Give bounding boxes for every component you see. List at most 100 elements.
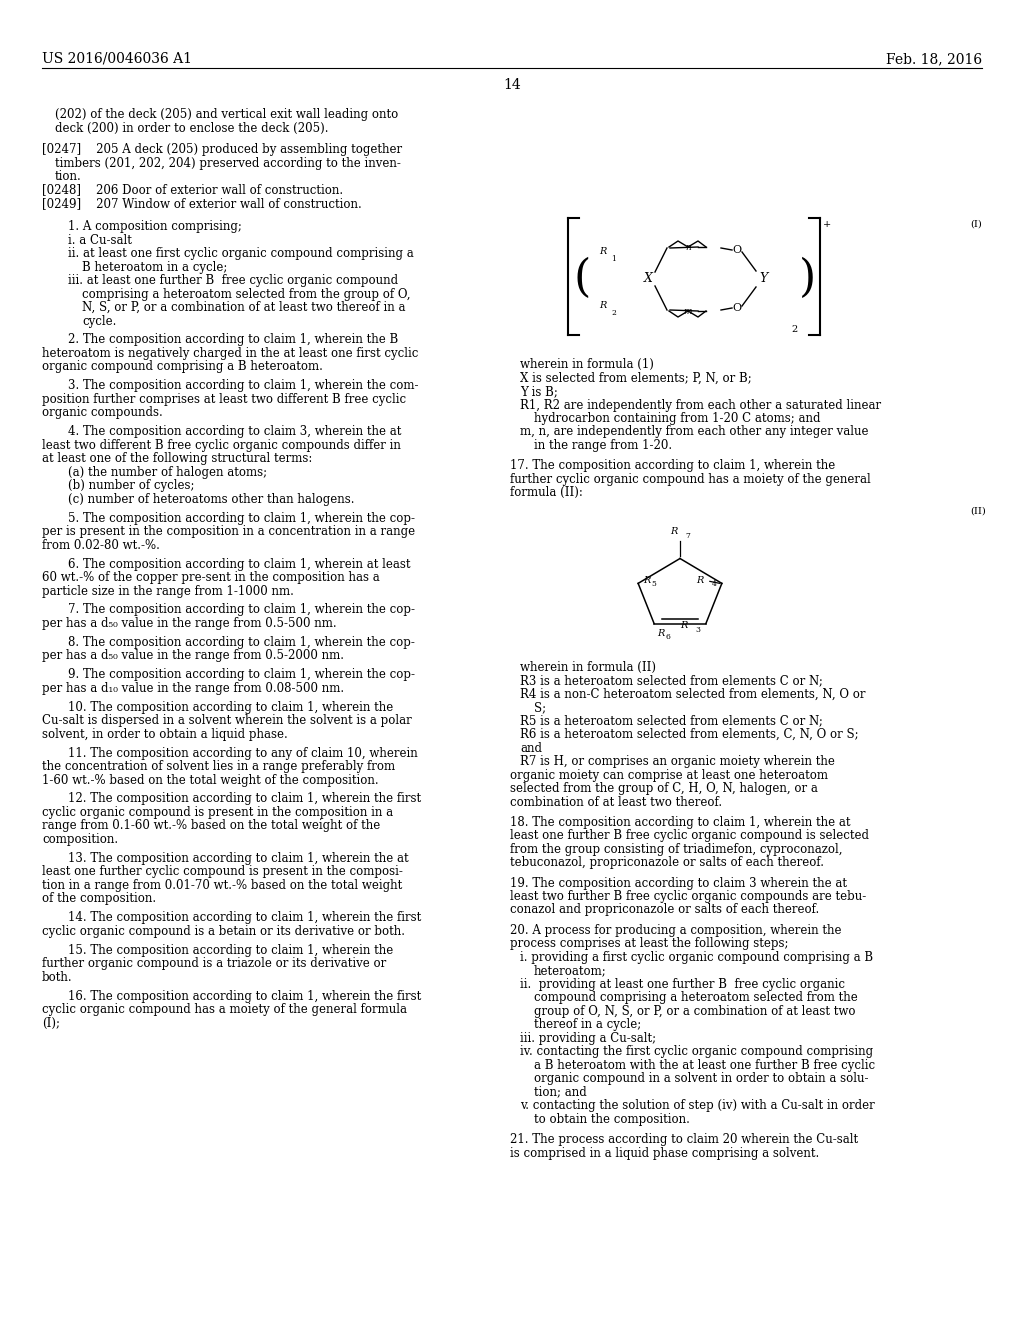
Text: from the group consisting of triadimefon, cyproconazol,: from the group consisting of triadimefon… (510, 842, 843, 855)
Text: heteroatom;: heteroatom; (534, 964, 607, 977)
Text: wherein in formula (1): wherein in formula (1) (520, 358, 654, 371)
Text: 11. The composition according to any of claim 10, wherein: 11. The composition according to any of … (68, 747, 418, 759)
Text: iv. contacting the first cyclic organic compound comprising: iv. contacting the first cyclic organic … (520, 1045, 873, 1059)
Text: [0247]    205 A deck (205) produced by assembling together: [0247] 205 A deck (205) produced by asse… (42, 143, 402, 156)
Text: Y: Y (760, 272, 768, 285)
Text: 1: 1 (611, 255, 615, 263)
Text: 19. The composition according to claim 3 wherein the at: 19. The composition according to claim 3… (510, 876, 847, 890)
Text: organic compound comprising a B heteroatom.: organic compound comprising a B heteroat… (42, 360, 323, 374)
Text: (b) number of cycles;: (b) number of cycles; (68, 479, 195, 492)
Text: O: O (732, 246, 741, 255)
Text: Y is B;: Y is B; (520, 385, 558, 399)
Text: range from 0.1-60 wt.-% based on the total weight of the: range from 0.1-60 wt.-% based on the tot… (42, 820, 380, 833)
Text: to obtain the composition.: to obtain the composition. (534, 1113, 690, 1126)
Text: R: R (681, 622, 688, 630)
Text: cyclic organic compound has a moiety of the general formula: cyclic organic compound has a moiety of … (42, 1003, 407, 1016)
Text: (c) number of heteroatoms other than halogens.: (c) number of heteroatoms other than hal… (68, 492, 354, 506)
Text: 6. The composition according to claim 1, wherein at least: 6. The composition according to claim 1,… (68, 557, 411, 570)
Text: 60 wt.-% of the copper pre-sent in the composition has a: 60 wt.-% of the copper pre-sent in the c… (42, 572, 380, 583)
Text: (202) of the deck (205) and vertical exit wall leading onto: (202) of the deck (205) and vertical exi… (55, 108, 398, 121)
Text: 18. The composition according to claim 1, wherein the at: 18. The composition according to claim 1… (510, 816, 851, 829)
Text: iii. providing a Cu-salt;: iii. providing a Cu-salt; (520, 1032, 656, 1044)
Text: 2. The composition according to claim 1, wherein the B: 2. The composition according to claim 1,… (68, 334, 398, 346)
Text: per is present in the composition in a concentration in a range: per is present in the composition in a c… (42, 525, 415, 539)
Text: (I): (I) (970, 220, 982, 228)
Text: process comprises at least the following steps;: process comprises at least the following… (510, 937, 788, 950)
Text: group of O, N, S, or P, or a combination of at least two: group of O, N, S, or P, or a combination… (534, 1005, 855, 1018)
Text: R6 is a heteroatom selected from elements, C, N, O or S;: R6 is a heteroatom selected from element… (520, 729, 859, 741)
Text: thereof in a cycle;: thereof in a cycle; (534, 1018, 641, 1031)
Text: cycle.: cycle. (82, 314, 117, 327)
Text: position further comprises at least two different B free cyclic: position further comprises at least two … (42, 393, 407, 405)
Text: tion in a range from 0.01-70 wt.-% based on the total weight: tion in a range from 0.01-70 wt.-% based… (42, 879, 402, 892)
Text: ): ) (800, 257, 816, 300)
Text: compound comprising a heteroatom selected from the: compound comprising a heteroatom selecte… (534, 991, 858, 1005)
Text: 2: 2 (611, 309, 615, 317)
Text: i. a Cu-salt: i. a Cu-salt (68, 234, 132, 247)
Text: R3 is a heteroatom selected from elements C or N;: R3 is a heteroatom selected from element… (520, 675, 823, 686)
Text: R7 is H, or comprises an organic moiety wherein the: R7 is H, or comprises an organic moiety … (520, 755, 835, 768)
Text: least one further cyclic compound is present in the composi-: least one further cyclic compound is pre… (42, 866, 402, 878)
Text: deck (200) in order to enclose the deck (205).: deck (200) in order to enclose the deck … (55, 121, 329, 135)
Text: Feb. 18, 2016: Feb. 18, 2016 (886, 51, 982, 66)
Text: 16. The composition according to claim 1, wherein the first: 16. The composition according to claim 1… (68, 990, 421, 1003)
Text: organic moiety can comprise at least one heteroatom: organic moiety can comprise at least one… (510, 768, 828, 781)
Text: ii.  providing at least one further B  free cyclic organic: ii. providing at least one further B fre… (520, 978, 845, 991)
Text: Cu-salt is dispersed in a solvent wherein the solvent is a polar: Cu-salt is dispersed in a solvent wherei… (42, 714, 412, 727)
Text: N, S, or P, or a combination of at least two thereof in a: N, S, or P, or a combination of at least… (82, 301, 406, 314)
Text: 5. The composition according to claim 1, wherein the cop-: 5. The composition according to claim 1,… (68, 512, 415, 524)
Text: 6: 6 (666, 632, 670, 640)
Text: per has a d₁₀ value in the range from 0.08-500 nm.: per has a d₁₀ value in the range from 0.… (42, 681, 344, 694)
Text: R1, R2 are independently from each other a saturated linear: R1, R2 are independently from each other… (520, 399, 881, 412)
Text: 12. The composition according to claim 1, wherein the first: 12. The composition according to claim 1… (68, 792, 421, 805)
Text: 5: 5 (651, 581, 656, 589)
Text: [0249]    207 Window of exterior wall of construction.: [0249] 207 Window of exterior wall of co… (42, 197, 361, 210)
Text: further cyclic organic compound has a moiety of the general: further cyclic organic compound has a mo… (510, 473, 870, 486)
Text: 13. The composition according to claim 1, wherein the at: 13. The composition according to claim 1… (68, 851, 409, 865)
Text: from 0.02-80 wt.-%.: from 0.02-80 wt.-%. (42, 539, 160, 552)
Text: least one further B free cyclic organic compound is selected: least one further B free cyclic organic … (510, 829, 869, 842)
Text: X is selected from elements; P, N, or B;: X is selected from elements; P, N, or B; (520, 371, 752, 384)
Text: O: O (732, 304, 741, 313)
Text: 3. The composition according to claim 1, wherein the com-: 3. The composition according to claim 1,… (68, 379, 419, 392)
Text: particle size in the range from 1-1000 nm.: particle size in the range from 1-1000 n… (42, 585, 294, 598)
Text: heteroatom is negatively charged in the at least one first cyclic: heteroatom is negatively charged in the … (42, 347, 419, 360)
Text: i. providing a first cyclic organic compound comprising a B: i. providing a first cyclic organic comp… (520, 950, 873, 964)
Text: timbers (201, 202, 204) preserved according to the inven-: timbers (201, 202, 204) preserved accord… (55, 157, 400, 169)
Text: least two further B free cyclic organic compounds are tebu-: least two further B free cyclic organic … (510, 890, 866, 903)
Text: tion.: tion. (55, 170, 82, 183)
Text: iii. at least one further B  free cyclic organic compound: iii. at least one further B free cyclic … (68, 275, 398, 286)
Text: R: R (599, 301, 606, 310)
Text: solvent, in order to obtain a liquid phase.: solvent, in order to obtain a liquid pha… (42, 727, 288, 741)
Text: (: ( (573, 257, 591, 300)
Text: 2: 2 (792, 325, 798, 334)
Text: in the range from 1-20.: in the range from 1-20. (534, 440, 672, 451)
Text: 8. The composition according to claim 1, wherein the cop-: 8. The composition according to claim 1,… (68, 636, 415, 649)
Text: v. contacting the solution of step (iv) with a Cu-salt in order: v. contacting the solution of step (iv) … (520, 1100, 874, 1113)
Text: 14: 14 (503, 78, 521, 92)
Text: 7: 7 (685, 532, 690, 540)
Text: wherein in formula (II): wherein in formula (II) (520, 660, 656, 673)
Text: both.: both. (42, 970, 73, 983)
Text: S;: S; (534, 701, 546, 714)
Text: +: + (823, 220, 831, 228)
Text: formula (II):: formula (II): (510, 486, 583, 499)
Text: organic compound in a solvent in order to obtain a solu-: organic compound in a solvent in order t… (534, 1072, 868, 1085)
Text: selected from the group of C, H, O, N, halogen, or a: selected from the group of C, H, O, N, h… (510, 781, 818, 795)
Text: 4: 4 (712, 581, 717, 589)
Text: organic compounds.: organic compounds. (42, 407, 163, 420)
Text: X: X (643, 272, 652, 285)
Text: least two different B free cyclic organic compounds differ in: least two different B free cyclic organi… (42, 438, 400, 451)
Text: at least one of the following structural terms:: at least one of the following structural… (42, 453, 312, 465)
Text: cyclic organic compound is present in the composition in a: cyclic organic compound is present in th… (42, 807, 393, 818)
Text: per has a d₅₀ value in the range from 0.5-2000 nm.: per has a d₅₀ value in the range from 0.… (42, 649, 344, 663)
Text: the concentration of solvent lies in a range preferably from: the concentration of solvent lies in a r… (42, 760, 395, 774)
Text: 1-60 wt.-% based on the total weight of the composition.: 1-60 wt.-% based on the total weight of … (42, 774, 379, 787)
Text: comprising a heteroatom selected from the group of O,: comprising a heteroatom selected from th… (82, 288, 411, 301)
Text: combination of at least two thereof.: combination of at least two thereof. (510, 796, 722, 808)
Text: 9. The composition according to claim 1, wherein the cop-: 9. The composition according to claim 1,… (68, 668, 415, 681)
Text: 1. A composition comprising;: 1. A composition comprising; (68, 220, 242, 234)
Text: R5 is a heteroatom selected from elements C or N;: R5 is a heteroatom selected from element… (520, 714, 823, 727)
Text: ii. at least one first cyclic organic compound comprising a: ii. at least one first cyclic organic co… (68, 247, 414, 260)
Text: of the composition.: of the composition. (42, 892, 156, 906)
